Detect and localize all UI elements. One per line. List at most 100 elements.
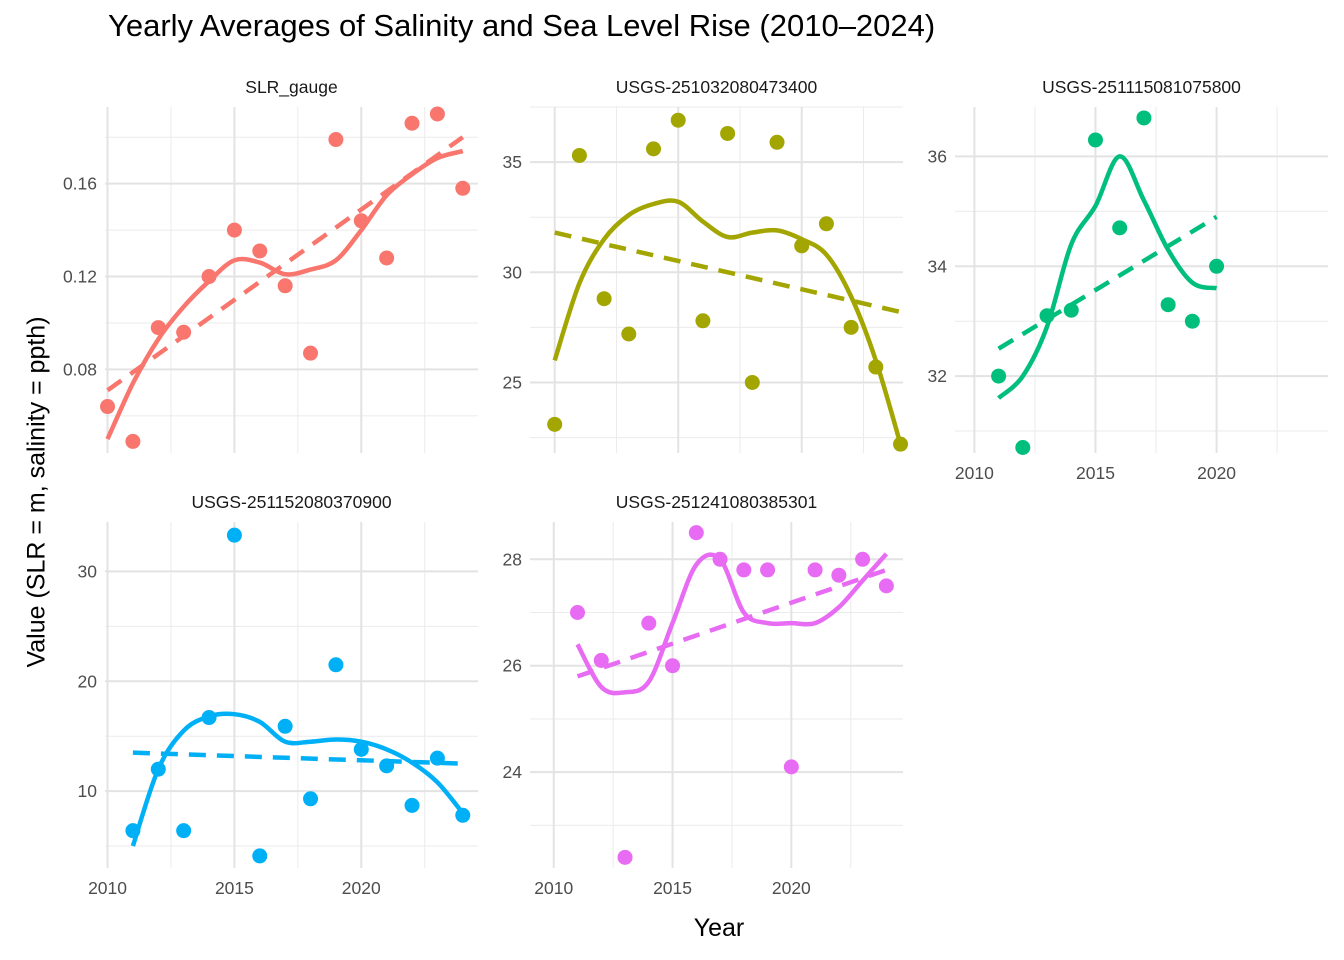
- data-point: [868, 359, 884, 375]
- data-point: [878, 578, 894, 594]
- facet-panel-3: USGS-251115081075800 32 34 36 2010 2015 2020: [928, 77, 1328, 483]
- data-point: [744, 374, 760, 390]
- data-point: [547, 416, 563, 432]
- data-point: [617, 849, 633, 865]
- y-tick-label: 35: [503, 152, 522, 172]
- facet-strip-label: USGS-251152080370900: [191, 492, 391, 512]
- data-point: [1015, 440, 1031, 456]
- facet-panel-5: USGS-251241080385301 24 26 28 2010 2015 2020: [503, 492, 903, 898]
- data-point: [991, 368, 1007, 384]
- data-point: [379, 250, 395, 266]
- x-tick-label: 2010: [534, 878, 573, 898]
- facet-strip-label: SLR_gauge: [245, 77, 337, 98]
- data-point: [641, 615, 657, 631]
- data-point: [100, 399, 116, 415]
- data-point: [807, 562, 823, 578]
- x-tick-label: 2020: [342, 878, 381, 898]
- smooth-line: [575, 552, 889, 696]
- data-point: [621, 326, 637, 342]
- data-point: [353, 213, 369, 229]
- data-point: [893, 436, 909, 452]
- data-point: [1063, 302, 1079, 318]
- data-point: [794, 238, 810, 254]
- y-tick-label: 30: [503, 262, 523, 282]
- data-point: [760, 562, 776, 578]
- data-point: [303, 345, 319, 361]
- x-tick-label: 2015: [653, 878, 692, 898]
- smooth-line: [997, 154, 1218, 400]
- y-tick-label: 26: [503, 656, 522, 676]
- facet-panel-2: USGS-251032080473400 25 30 35: [503, 77, 909, 453]
- data-point: [328, 657, 344, 673]
- smooth-line: [130, 711, 465, 847]
- y-tick-label: 0.16: [63, 174, 97, 194]
- data-point: [688, 525, 704, 541]
- y-tick-label: 20: [78, 671, 98, 691]
- trend-line: [997, 214, 1218, 351]
- y-tick-label: 36: [928, 146, 947, 166]
- data-point: [1209, 258, 1225, 274]
- data-point: [646, 141, 662, 157]
- x-tick-label: 2010: [88, 878, 127, 898]
- smooth-line: [552, 198, 903, 445]
- data-point: [665, 658, 681, 674]
- data-point: [1112, 220, 1128, 236]
- data-point: [379, 758, 395, 774]
- data-point: [226, 222, 242, 238]
- x-tick-label: 2015: [215, 878, 254, 898]
- data-point: [831, 567, 847, 583]
- data-point: [150, 320, 166, 336]
- data-point: [670, 112, 686, 128]
- data-point: [125, 433, 141, 449]
- data-point: [769, 134, 785, 150]
- y-tick-label: 34: [928, 256, 948, 276]
- data-point: [328, 132, 344, 148]
- y-tick-label: 24: [503, 762, 523, 782]
- y-tick-label: 32: [928, 366, 947, 386]
- facet-panel-4: USGS-251152080370900 10 20 30 2010 2015 2020: [78, 492, 478, 898]
- data-point: [176, 324, 192, 340]
- y-tick-label: 25: [503, 372, 522, 392]
- data-point: [125, 823, 141, 839]
- data-point: [783, 759, 799, 775]
- data-point: [593, 652, 609, 668]
- trend-line: [106, 135, 465, 393]
- x-axis-label: Year: [693, 914, 745, 942]
- data-point: [404, 797, 420, 813]
- data-point: [277, 278, 293, 294]
- data-point: [570, 604, 586, 620]
- data-point: [277, 718, 293, 734]
- y-tick-label: 30: [78, 561, 98, 581]
- data-point: [455, 180, 471, 196]
- data-point: [150, 761, 166, 777]
- data-point: [843, 319, 859, 335]
- data-point: [596, 291, 612, 307]
- data-point: [720, 125, 736, 141]
- data-point: [429, 750, 445, 766]
- x-tick-label: 2015: [1076, 463, 1115, 483]
- data-point: [201, 710, 217, 726]
- data-point: [455, 807, 471, 823]
- facet-strip-label: USGS-251032080473400: [616, 77, 818, 97]
- data-point: [429, 106, 445, 122]
- data-point: [226, 527, 242, 543]
- data-point: [1087, 132, 1103, 148]
- chart-title: Yearly Averages of Salinity and Sea Leve…: [108, 8, 936, 43]
- trend-line: [554, 230, 902, 315]
- data-point: [571, 147, 587, 163]
- data-point: [736, 562, 752, 578]
- y-tick-label: 0.08: [63, 359, 97, 379]
- data-point: [818, 216, 834, 232]
- x-tick-label: 2020: [772, 878, 811, 898]
- data-point: [353, 741, 369, 757]
- x-tick-label: 2020: [1197, 463, 1236, 483]
- data-point: [252, 243, 268, 259]
- data-point: [712, 551, 728, 567]
- data-point: [695, 313, 711, 329]
- data-point: [1160, 297, 1176, 313]
- data-point: [303, 791, 319, 807]
- facet-panel-1: SLR_gauge 0.08 0.12 0.16: [63, 77, 478, 453]
- data-point: [1039, 308, 1055, 324]
- data-point: [201, 269, 217, 285]
